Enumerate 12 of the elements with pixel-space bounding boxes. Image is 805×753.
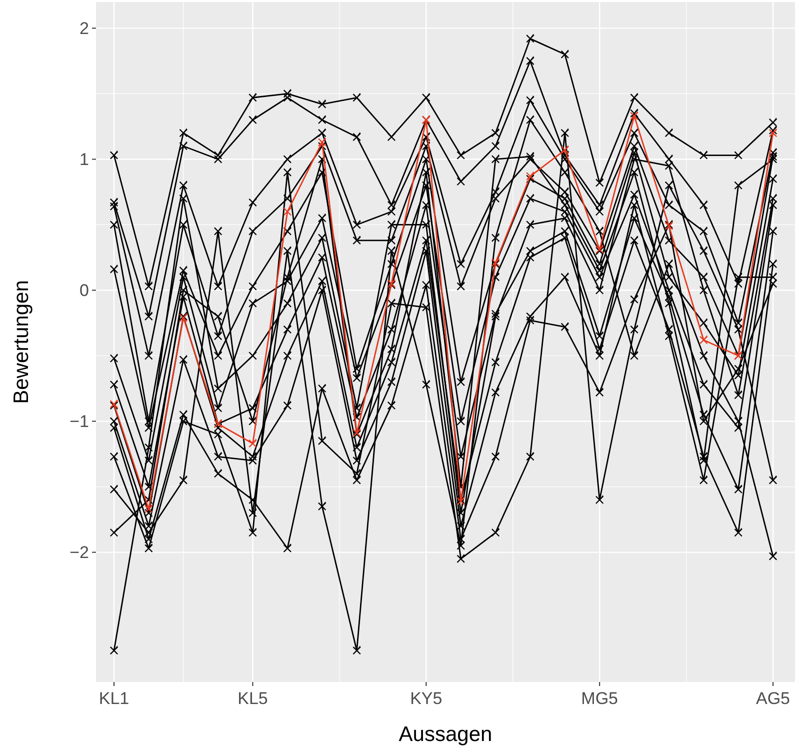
y-tick-label: 1 bbox=[80, 150, 89, 170]
x-tick-label: KY5 bbox=[410, 689, 442, 708]
y-tick-label: 2 bbox=[80, 19, 89, 38]
x-tick-label: KL1 bbox=[98, 689, 130, 708]
x-axis-title: Aussagen bbox=[398, 723, 492, 746]
x-tick-label: AG5 bbox=[756, 689, 790, 708]
y-tick-label: −1 bbox=[70, 412, 89, 432]
y-axis-title: Bewertungen bbox=[10, 280, 33, 404]
y-tick-label: 0 bbox=[80, 281, 89, 300]
x-tick-label: KL5 bbox=[238, 689, 268, 708]
y-tick-label: −2 bbox=[70, 543, 89, 562]
x-tick-label: MG5 bbox=[581, 689, 618, 708]
